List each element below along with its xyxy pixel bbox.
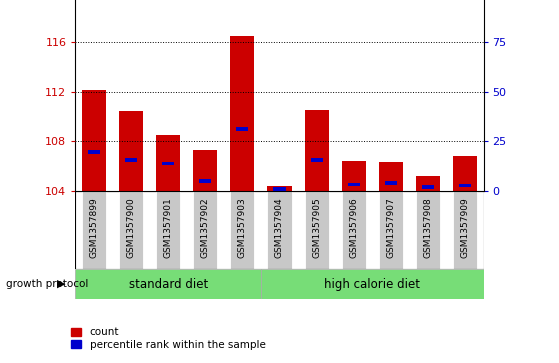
Bar (119, 191, 143, 269)
Text: ▶: ▶ (57, 279, 66, 289)
Bar (305, 191, 329, 269)
Bar (82, 191, 106, 269)
Text: high calorie diet: high calorie diet (324, 278, 420, 290)
Bar (88, 150, 100, 154)
Bar (82, 90, 106, 191)
Text: GSM1357903: GSM1357903 (238, 198, 247, 258)
Bar (261, 269, 484, 299)
Bar (199, 179, 211, 183)
Bar (273, 187, 286, 191)
Bar (348, 183, 360, 186)
Text: GSM1357900: GSM1357900 (126, 198, 136, 258)
Bar (342, 161, 366, 191)
Bar (379, 162, 403, 191)
Text: GSM1357901: GSM1357901 (164, 198, 173, 258)
Bar (156, 135, 180, 191)
Bar (459, 184, 471, 187)
Text: GSM1357906: GSM1357906 (349, 198, 358, 258)
Text: GSM1357904: GSM1357904 (275, 198, 284, 258)
Bar (422, 185, 434, 189)
Bar (193, 191, 217, 269)
Bar (119, 111, 143, 191)
Text: GSM1357902: GSM1357902 (201, 198, 210, 258)
Bar (416, 176, 440, 191)
Bar (342, 191, 366, 269)
Bar (75, 269, 261, 299)
Bar (453, 191, 477, 269)
Bar (305, 110, 329, 191)
Bar (379, 191, 403, 269)
Text: GSM1357907: GSM1357907 (386, 198, 395, 258)
Text: growth protocol: growth protocol (6, 279, 88, 289)
Text: GSM1357899: GSM1357899 (89, 198, 98, 258)
Bar (236, 127, 248, 131)
Bar (453, 156, 477, 191)
Legend: count, percentile rank within the sample: count, percentile rank within the sample (67, 323, 269, 354)
Text: standard diet: standard diet (129, 278, 208, 290)
Text: GSM1357908: GSM1357908 (423, 198, 433, 258)
Bar (416, 191, 440, 269)
Bar (162, 162, 174, 165)
Bar (230, 36, 254, 191)
Text: GSM1357905: GSM1357905 (312, 198, 321, 258)
Bar (125, 158, 137, 162)
Bar (267, 191, 292, 269)
Bar (193, 150, 217, 191)
Bar (156, 191, 180, 269)
Bar (311, 158, 323, 162)
Bar (267, 185, 292, 191)
Bar (385, 181, 397, 185)
Text: GSM1357909: GSM1357909 (461, 198, 470, 258)
Bar (230, 191, 254, 269)
